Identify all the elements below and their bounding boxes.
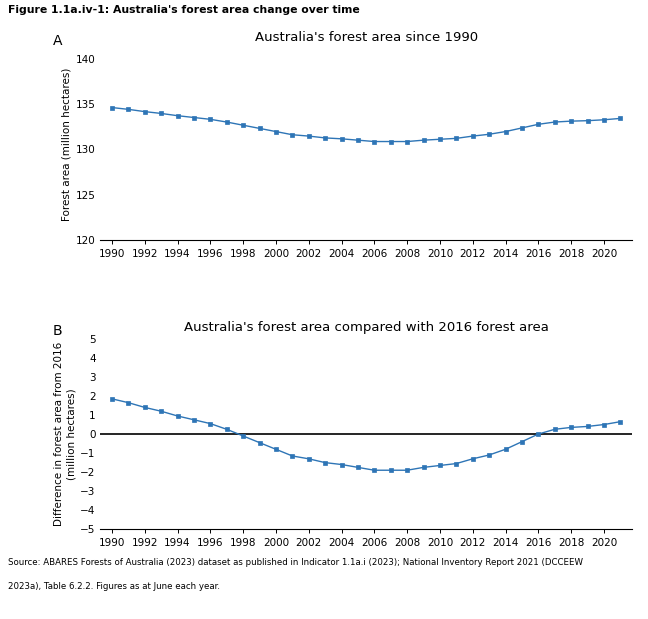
Title: Australia's forest area since 1990: Australia's forest area since 1990 (255, 31, 478, 44)
Y-axis label: Difference in forest area from 2016
(million hectares): Difference in forest area from 2016 (mil… (54, 342, 76, 526)
Text: Source: ABARES Forests of Australia (2023) dataset as published in Indicator 1.1: Source: ABARES Forests of Australia (202… (8, 558, 583, 568)
Text: B: B (52, 324, 62, 337)
Text: A: A (52, 34, 62, 48)
Title: Australia's forest area compared with 2016 forest area: Australia's forest area compared with 20… (183, 321, 549, 334)
Text: 2023a), Table 6.2.2. Figures as at June each year.: 2023a), Table 6.2.2. Figures as at June … (8, 582, 220, 591)
Y-axis label: Forest area (million hectares): Forest area (million hectares) (62, 68, 71, 222)
Text: Figure 1.1a.iv-1: Australia's forest area change over time: Figure 1.1a.iv-1: Australia's forest are… (8, 5, 360, 15)
